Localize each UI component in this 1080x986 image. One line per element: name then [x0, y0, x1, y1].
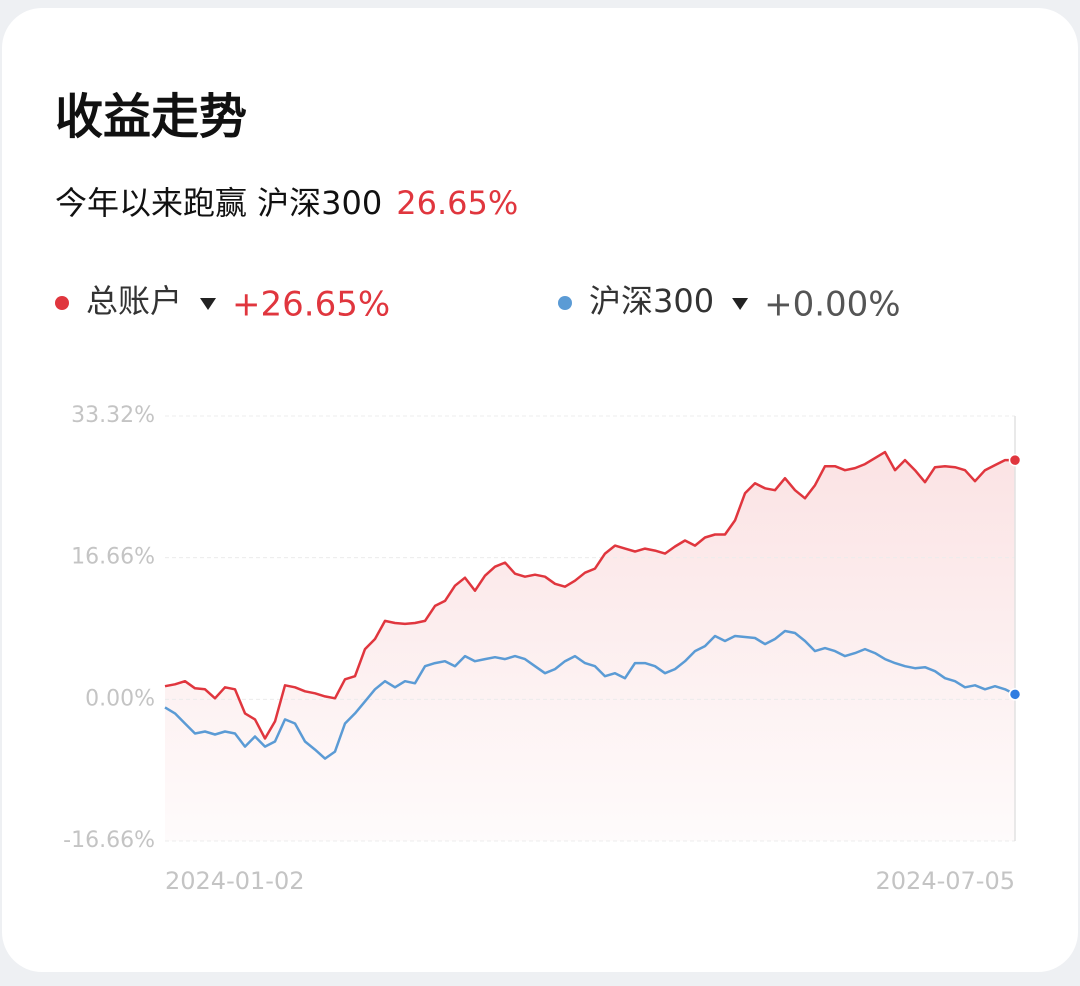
legend-change: +0.00%	[764, 285, 901, 325]
legend-name: 沪深300	[589, 282, 714, 320]
legend-dot	[55, 296, 69, 310]
end-dot	[1008, 453, 1022, 467]
end-dot	[1008, 688, 1022, 701]
y-tick-label: -16.66%	[63, 828, 155, 853]
legend: 总账户 +26.65% 沪深300 +0.00%	[55, 282, 901, 325]
legend-dot	[558, 296, 572, 310]
subtitle: 今年以来跑赢 沪深300 26.65%	[55, 184, 518, 222]
title: 收益走势	[55, 89, 247, 145]
line	[164, 450, 1015, 740]
y-tick-label: 33.32%	[71, 403, 155, 428]
x-tick-label: 2024-01-02	[165, 867, 304, 895]
y-tick-label: 0.00%	[85, 686, 155, 711]
legend-change: +26.65%	[232, 285, 390, 325]
plot: -16.66% 0.00% 16.66% 33.32% 2024-01-02 2024-0…	[63, 403, 1022, 895]
area	[165, 452, 1015, 841]
subtitle-text: 今年以来跑赢 沪深300	[55, 184, 382, 222]
line	[164, 629, 1016, 760]
x-tick-label: 2024-07-05	[876, 867, 1015, 895]
subtitle-value: 26.65%	[396, 184, 518, 222]
dropdown-arrow[interactable]	[732, 298, 749, 310]
legend-name: 总账户	[86, 282, 182, 320]
y-tick-label: 16.66%	[71, 545, 155, 570]
dropdown-arrow[interactable]	[200, 298, 217, 310]
